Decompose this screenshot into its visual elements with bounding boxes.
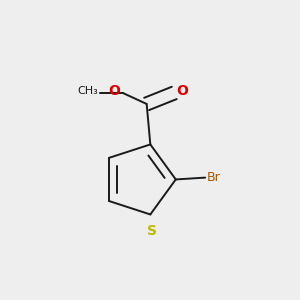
Text: O: O [108,84,120,98]
Text: O: O [176,84,188,98]
Text: Br: Br [207,171,221,184]
Text: S: S [147,224,157,238]
Text: CH₃: CH₃ [77,86,98,96]
